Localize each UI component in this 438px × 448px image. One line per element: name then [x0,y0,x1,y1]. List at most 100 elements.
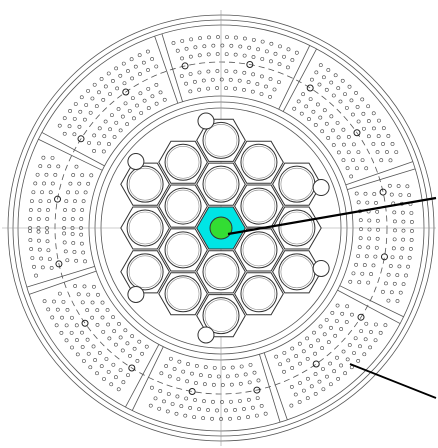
hole [297,341,302,346]
hole [355,105,360,109]
hole [142,98,147,103]
hole [362,352,367,357]
hole [246,415,250,419]
hole [78,109,83,114]
hole [331,93,336,98]
hole [64,338,69,343]
hole [372,126,376,131]
hole [250,89,255,94]
hole [243,36,247,41]
hole [188,89,193,94]
hole [168,356,173,361]
hole [30,256,35,260]
fuel-channel [202,253,240,291]
hole [197,87,202,92]
fuel-channel [126,165,164,203]
hole [93,358,97,362]
hole [50,181,55,186]
hole [385,150,389,154]
fuel-channel [209,216,233,240]
hole [224,86,228,90]
hole [75,338,79,342]
fuel-channel-inner [166,145,200,179]
hole [79,217,84,221]
hole [229,382,234,387]
hole [392,219,397,224]
hole [268,77,273,81]
hole [179,74,184,78]
hole [198,36,202,41]
hole [321,367,325,371]
hole [384,281,388,286]
fuel-channel [126,253,164,291]
hole [344,320,349,324]
fuel-channel [126,209,164,247]
hole [316,338,320,343]
hole [49,266,54,270]
fuel-channel [240,187,278,225]
hole [263,411,268,416]
hole [294,50,299,55]
hole [387,183,392,188]
hole [180,56,184,61]
hole [355,166,359,171]
assemblies [120,118,322,338]
hole [324,87,329,92]
hole [334,319,339,323]
hole [88,110,93,115]
hole [68,109,72,113]
hole [224,69,229,73]
hole [52,299,56,304]
hole [331,128,335,133]
hole [409,238,414,242]
hole [172,367,177,371]
hole [324,121,329,126]
hole [127,108,132,113]
hole [197,407,201,412]
hole [90,96,95,101]
hole [215,52,220,56]
hole [242,53,247,58]
hole [354,262,358,267]
hole [102,134,107,139]
hole [345,304,350,309]
hole [121,61,126,66]
hole [373,254,378,259]
segment-gap [263,352,288,420]
hole [230,365,235,370]
fuel-channel-inner [166,189,200,223]
hole [219,77,224,82]
segment-gap [131,346,164,411]
hole [215,86,219,90]
hole [206,69,211,74]
hole [329,80,334,85]
hole [139,111,144,115]
hole [130,76,134,81]
channel [306,84,314,92]
hole [35,172,40,177]
hole [386,298,391,303]
hole [349,174,354,179]
hole [74,258,79,263]
hole [188,54,193,59]
hole [115,86,120,91]
fuel-channel [278,209,316,247]
hole [133,64,138,69]
hole [80,300,85,305]
fuel-channel-inner [280,167,314,201]
hole [367,236,372,241]
hole [289,403,294,408]
hole [332,369,337,374]
hole [29,247,34,251]
hole [313,391,318,396]
small-channel [197,112,215,130]
hole [97,350,102,355]
fuel-channel [202,165,240,203]
hole [184,396,189,401]
hole [101,149,106,154]
hole [399,255,403,260]
hole [40,190,44,195]
hole [405,184,410,189]
hole [228,77,233,82]
hole [194,381,198,385]
